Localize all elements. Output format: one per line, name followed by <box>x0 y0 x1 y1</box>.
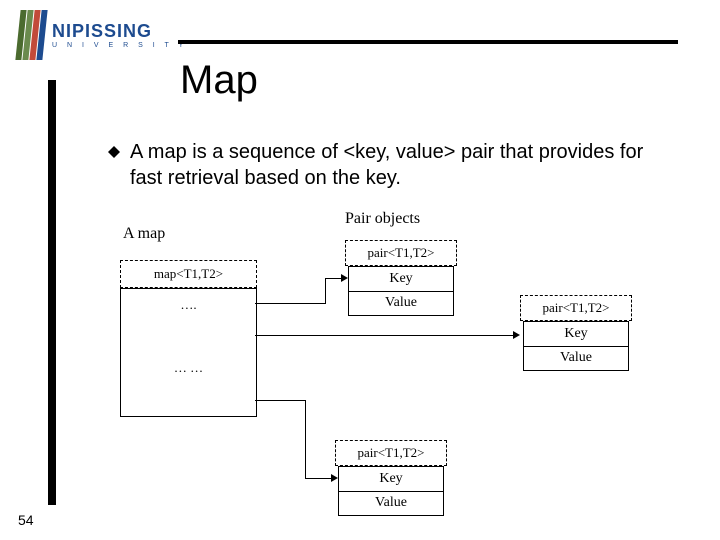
pair-value-cell: Value <box>339 491 443 516</box>
pair-kv-box: Key Value <box>523 321 629 371</box>
bullet-text: A map is a sequence of <key, value> pair… <box>130 140 668 191</box>
bullet-item: A map is a sequence of <key, value> pair… <box>108 140 668 191</box>
diagram-label-pairs: Pair objects <box>345 210 420 228</box>
logo-subtitle: U N I V E R S I T Y <box>52 42 187 49</box>
map-row <box>120 384 257 417</box>
logo-name: NIPISSING <box>52 22 187 40</box>
pair-kv-box: Key Value <box>338 466 444 516</box>
map-row: …. <box>120 288 257 322</box>
page-number: 54 <box>18 512 34 528</box>
pair-value-cell: Value <box>524 346 628 371</box>
map-row <box>120 320 257 353</box>
map-row: … … <box>120 352 257 385</box>
vertical-rule <box>48 80 56 505</box>
logo-mark <box>18 10 46 60</box>
pair-key-cell: Key <box>524 322 628 346</box>
pair-header-box: pair<T1,T2> <box>335 440 447 466</box>
diamond-bullet-icon <box>108 146 120 158</box>
logo: NIPISSING U N I V E R S I T Y <box>18 10 187 60</box>
pair-header-box: pair<T1,T2> <box>520 295 632 321</box>
pair-header-box: pair<T1,T2> <box>345 240 457 266</box>
map-diagram: A map Pair objects map<T1,T2> …. … … pai… <box>95 215 635 535</box>
pair-value-cell: Value <box>349 291 453 316</box>
pair-kv-box: Key Value <box>348 266 454 316</box>
page-title: Map <box>180 58 258 103</box>
pair-key-cell: Key <box>349 267 453 291</box>
map-header-box: map<T1,T2> <box>120 260 257 288</box>
horizontal-rule <box>178 40 678 44</box>
pair-key-cell: Key <box>339 467 443 491</box>
diagram-label-map: A map <box>123 225 165 243</box>
